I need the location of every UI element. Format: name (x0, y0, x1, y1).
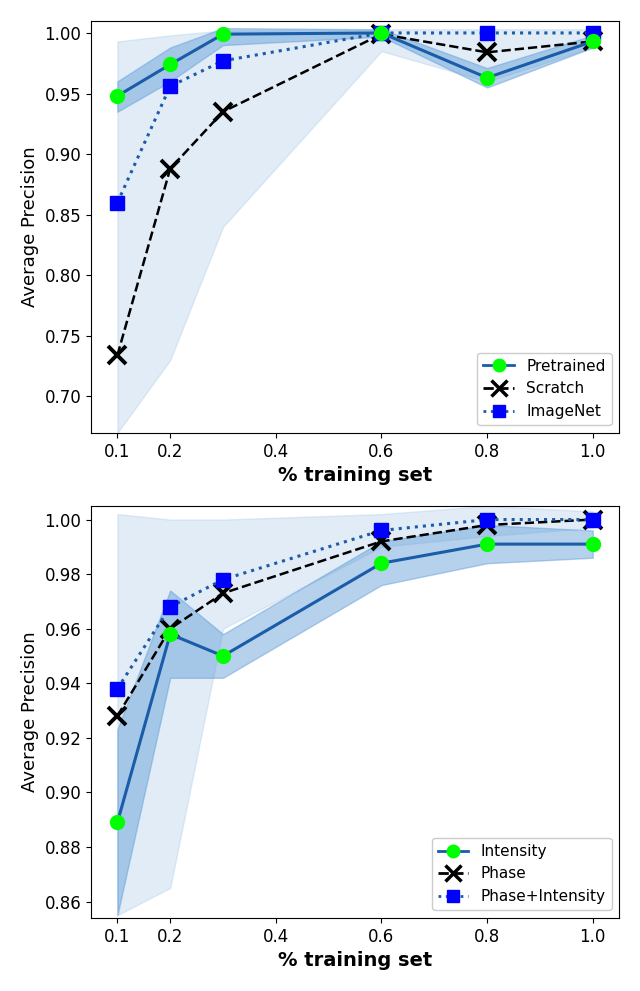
Scratch (166, 163, 174, 174)
Phase+Intensity (219, 574, 227, 586)
ImageNet (378, 27, 385, 39)
Y-axis label: Average Precision: Average Precision (21, 147, 39, 307)
Pretrained (378, 27, 385, 39)
Phase (113, 710, 121, 721)
Scratch (113, 349, 121, 361)
Phase (378, 535, 385, 547)
ImageNet (483, 27, 491, 39)
Phase (219, 588, 227, 600)
Pretrained (113, 90, 121, 102)
ImageNet (219, 55, 227, 66)
Line: Scratch: Scratch (108, 25, 602, 365)
ImageNet (166, 80, 174, 92)
Intensity (166, 628, 174, 640)
Phase+Intensity (166, 601, 174, 612)
Intensity (483, 538, 491, 550)
Scratch (378, 28, 385, 40)
Phase+Intensity (378, 524, 385, 536)
Intensity (378, 557, 385, 569)
Intensity (219, 650, 227, 662)
Line: ImageNet: ImageNet (111, 26, 600, 209)
Scratch (483, 47, 491, 58)
Y-axis label: Average Precision: Average Precision (21, 631, 39, 792)
Pretrained (483, 71, 491, 83)
Phase+Intensity (483, 513, 491, 525)
Line: Pretrained: Pretrained (111, 26, 600, 103)
X-axis label: % training set: % training set (278, 951, 432, 970)
ImageNet (113, 196, 121, 208)
Line: Phase: Phase (108, 510, 602, 725)
X-axis label: % training set: % training set (278, 466, 432, 485)
Line: Intensity: Intensity (111, 537, 600, 829)
Legend: Intensity, Phase, Phase+Intensity: Intensity, Phase, Phase+Intensity (431, 837, 612, 911)
Intensity (589, 538, 596, 550)
Scratch (589, 36, 596, 48)
Pretrained (589, 36, 596, 48)
Intensity (113, 817, 121, 828)
Phase (589, 513, 596, 525)
Pretrained (219, 28, 227, 40)
Phase (166, 622, 174, 634)
Line: Phase+Intensity: Phase+Intensity (111, 512, 600, 696)
Phase (483, 519, 491, 531)
Phase+Intensity (589, 513, 596, 525)
Pretrained (166, 58, 174, 70)
Phase+Intensity (113, 683, 121, 695)
ImageNet (589, 27, 596, 39)
Scratch (219, 106, 227, 118)
Legend: Pretrained, Scratch, ImageNet: Pretrained, Scratch, ImageNet (477, 353, 612, 425)
